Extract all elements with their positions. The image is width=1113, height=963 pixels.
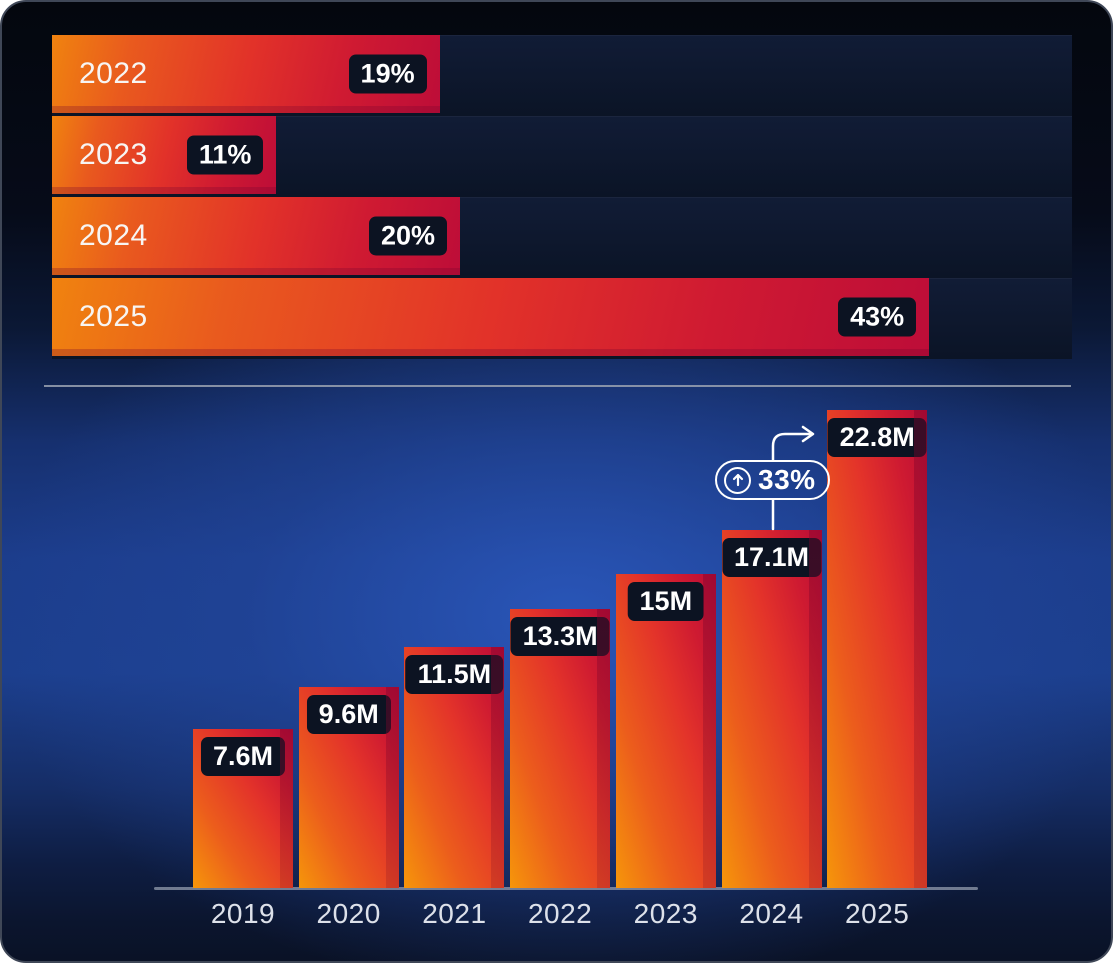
bar-2023: 15M (615, 574, 716, 888)
bar-2023: 2023 11% (52, 116, 277, 194)
bar-2025: 2025 43% (52, 278, 930, 356)
value-badge: 7.6M (200, 737, 286, 776)
x-axis-label: 2021 (422, 898, 487, 929)
x-axis-label: 2024 (739, 898, 804, 929)
category-label: 2022 (79, 57, 148, 90)
value-badge: 11% (186, 135, 264, 175)
x-axis-label: 2020 (316, 898, 381, 929)
hbar-row-2024: 2024 20% (52, 197, 1072, 278)
value-badge: 9.6M (306, 695, 391, 734)
bar-2022: 2022 19% (52, 35, 440, 113)
x-axis-line (154, 887, 978, 890)
value-badge: 13.3M (510, 617, 610, 656)
bar-2025: 22.8M (827, 410, 928, 888)
x-axis-label: 2022 (527, 898, 593, 929)
category-label: 2025 (79, 300, 148, 333)
bar-2022: 13.3M (510, 609, 611, 888)
arrow-up-circle-icon (724, 466, 751, 494)
value-badge: 17.1M (721, 538, 822, 577)
value-badge: 19% (348, 54, 427, 94)
increase-value: 33% (758, 464, 816, 495)
value-badge: 43% (838, 297, 917, 337)
hbar-row-2023: 2023 11% (52, 116, 1072, 197)
bar-2024: 2024 20% (52, 197, 460, 275)
hbar-row-2025: 2025 43% (52, 278, 1072, 359)
x-axis-labels: 2019 2020 2021 2022 2023 2024 2025 (154, 898, 978, 934)
section-divider (44, 385, 1071, 387)
x-axis-label: 2023 (633, 898, 698, 929)
growth-rate-horizontal-bar-chart: 2022 19% 2023 11% 2024 20% 2025 43% (52, 35, 1072, 359)
bar-2024: 17.1M (721, 530, 822, 888)
value-badge: 15M (627, 582, 705, 621)
increase-badge: 33% (715, 460, 830, 500)
arrowhead-icon (801, 425, 815, 443)
bar-2021: 11.5M (404, 647, 505, 888)
increase-connector-line (771, 425, 815, 531)
value-badge: 11.5M (405, 655, 504, 694)
value-badge: 22.8M (827, 418, 927, 457)
yearly-volume-bar-chart: 7.6M 9.6M 11.5M 13.3M 15M 17.1M 22.8M (154, 402, 978, 888)
bar-2019: 7.6M (193, 729, 293, 888)
x-axis-label: 2019 (210, 898, 276, 929)
increase-annotation: 33% (692, 400, 862, 540)
category-label: 2023 (79, 138, 148, 171)
x-axis-label: 2025 (845, 898, 910, 929)
bar-2020: 9.6M (298, 687, 399, 888)
value-badge: 20% (368, 216, 447, 256)
category-label: 2024 (79, 219, 148, 252)
hbar-row-2022: 2022 19% (52, 35, 1072, 116)
